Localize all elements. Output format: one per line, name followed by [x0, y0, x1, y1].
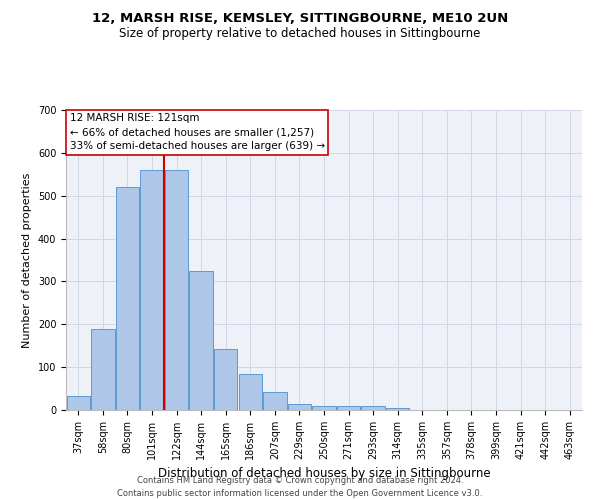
- Bar: [91, 328, 115, 410]
- Bar: [165, 170, 188, 410]
- Text: Contains HM Land Registry data © Crown copyright and database right 2024.
Contai: Contains HM Land Registry data © Crown c…: [118, 476, 482, 498]
- Y-axis label: Number of detached properties: Number of detached properties: [22, 172, 32, 348]
- X-axis label: Distribution of detached houses by size in Sittingbourne: Distribution of detached houses by size …: [158, 468, 490, 480]
- Bar: [386, 408, 409, 410]
- Text: 12 MARSH RISE: 121sqm
← 66% of detached houses are smaller (1,257)
33% of semi-d: 12 MARSH RISE: 121sqm ← 66% of detached …: [70, 114, 325, 152]
- Bar: [67, 396, 90, 410]
- Bar: [190, 270, 213, 410]
- Bar: [140, 170, 164, 410]
- Bar: [361, 406, 385, 410]
- Bar: [313, 406, 335, 410]
- Bar: [214, 348, 238, 410]
- Bar: [263, 392, 287, 410]
- Bar: [288, 404, 311, 410]
- Text: Size of property relative to detached houses in Sittingbourne: Size of property relative to detached ho…: [119, 28, 481, 40]
- Bar: [239, 374, 262, 410]
- Bar: [337, 406, 360, 410]
- Bar: [116, 187, 139, 410]
- Text: 12, MARSH RISE, KEMSLEY, SITTINGBOURNE, ME10 2UN: 12, MARSH RISE, KEMSLEY, SITTINGBOURNE, …: [92, 12, 508, 26]
